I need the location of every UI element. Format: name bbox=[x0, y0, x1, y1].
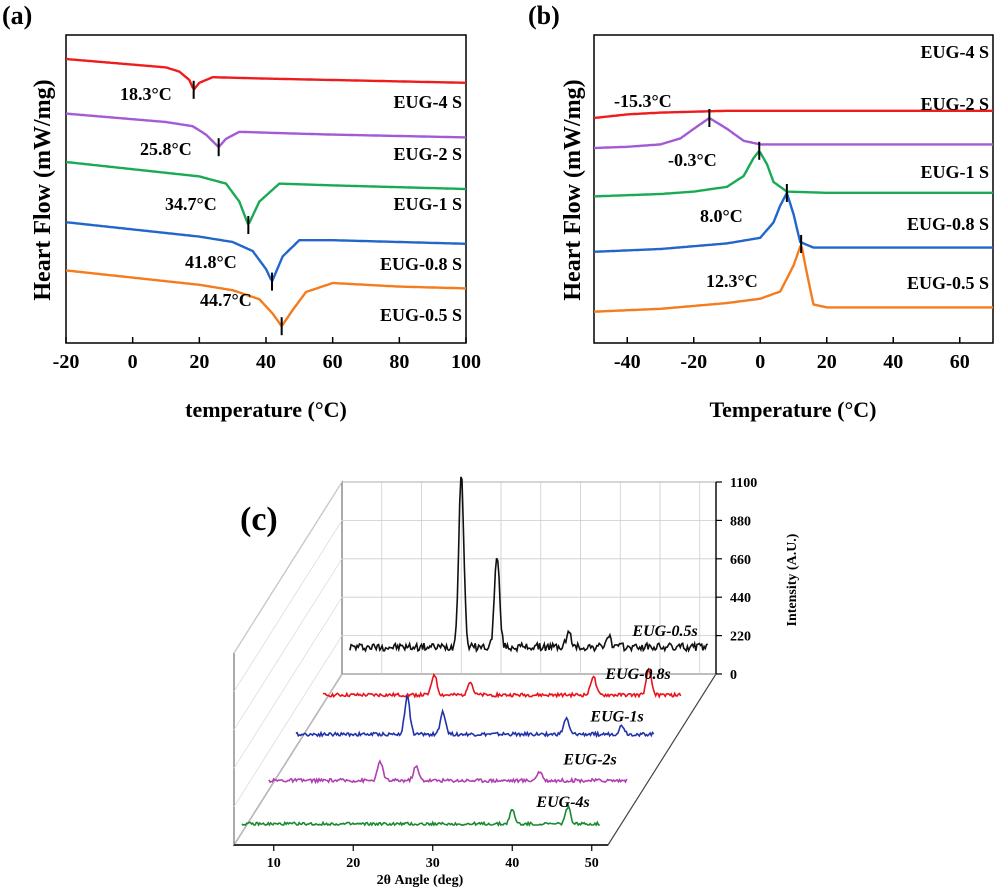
panel-a-label: (a) bbox=[2, 1, 32, 30]
series-label: EUG-4 S bbox=[393, 92, 462, 112]
x-tick-label: 30 bbox=[426, 856, 440, 871]
z-tick-label: 440 bbox=[730, 591, 751, 606]
grid-line bbox=[233, 635, 343, 807]
peak-label: 25.8°C bbox=[140, 139, 192, 159]
z-tick-label: 660 bbox=[730, 553, 751, 568]
x-tick-label: 100 bbox=[451, 351, 481, 373]
grid-line bbox=[233, 673, 343, 846]
series-line-eug-0.5-s bbox=[593, 245, 993, 313]
z-tick-label: 880 bbox=[730, 514, 751, 529]
panel-b-xlabel: Temperature (°C) bbox=[709, 397, 876, 422]
series-label: EUG-0.8 S bbox=[380, 254, 462, 274]
grid-line bbox=[233, 481, 343, 654]
xrd-series-eug-4s bbox=[241, 804, 600, 827]
x-tick-label: 0 bbox=[755, 351, 765, 373]
peak-label: -0.3°C bbox=[668, 150, 717, 170]
panel-c-label: (c) bbox=[240, 501, 278, 538]
series-line-eug-4-s bbox=[593, 109, 993, 120]
xrd-series-eug-1s bbox=[295, 694, 655, 739]
series-label: EUG-2 S bbox=[393, 144, 462, 164]
series-label: EUG-0.5 S bbox=[907, 273, 989, 293]
peak-label: -15.3°C bbox=[614, 91, 672, 111]
series-label: EUG-0.8s bbox=[604, 666, 670, 683]
series-label: EUG-4 S bbox=[920, 42, 989, 62]
x-tick-label: 40 bbox=[505, 856, 519, 871]
z-tick-label: 0 bbox=[730, 668, 737, 683]
panel-b-label: (b) bbox=[528, 1, 560, 30]
panel-c: (c) 2θ Angle (deg) Intensity (A.U.) 0 220… bbox=[232, 476, 800, 888]
plot-frame bbox=[593, 34, 994, 344]
series-line-eug-1-s bbox=[593, 150, 993, 198]
peak-label: 34.7°C bbox=[165, 194, 217, 214]
x-tick-label: 50 bbox=[585, 856, 599, 871]
series-label: EUG-2s bbox=[562, 751, 616, 768]
grid-line bbox=[233, 558, 343, 731]
series-label: EUG-1s bbox=[589, 709, 643, 726]
x-tick-label: 0 bbox=[128, 351, 138, 373]
x-tick-label: 10 bbox=[267, 856, 281, 871]
series-line-eug-1-s bbox=[65, 160, 466, 225]
series-line-eug-0.5-s bbox=[65, 269, 466, 327]
peak-label: 41.8°C bbox=[185, 252, 237, 272]
x-tick-label: 20 bbox=[346, 856, 360, 871]
series-label: EUG-0.5 S bbox=[380, 305, 462, 325]
series-label: EUG-4s bbox=[535, 794, 589, 811]
series-label: EUG-2 S bbox=[920, 94, 989, 114]
panel-a-ylabel: Heart Flow (mW/mg) bbox=[30, 79, 56, 300]
panel-a: (a) Heart Flow (mW/mg) temperature (°C) … bbox=[2, 1, 481, 422]
peak-label: 12.3°C bbox=[706, 271, 758, 291]
series-line-eug-2-s bbox=[593, 117, 993, 150]
panel-a-xlabel: temperature (°C) bbox=[185, 397, 347, 422]
grid-line bbox=[233, 596, 343, 769]
x-tick-label: -40 bbox=[614, 351, 641, 373]
x-tick-label: 20 bbox=[189, 351, 209, 373]
x-tick-label: 80 bbox=[389, 351, 409, 373]
z-tick-label: 1100 bbox=[730, 476, 757, 491]
xrd-series-eug-2s bbox=[268, 759, 628, 785]
z-tick-label: 220 bbox=[730, 630, 751, 645]
series-line-eug-0.8-s bbox=[593, 189, 993, 253]
x-tick-label: 60 bbox=[323, 351, 343, 373]
x-tick-label: -20 bbox=[680, 351, 707, 373]
series-label: EUG-1 S bbox=[920, 162, 989, 182]
panel-c-xlabel: 2θ Angle (deg) bbox=[377, 873, 464, 888]
peak-label: 8.0°C bbox=[700, 206, 743, 226]
x-tick-label: 40 bbox=[883, 351, 903, 373]
peak-label: 44.7°C bbox=[200, 290, 252, 310]
grid-line bbox=[233, 520, 343, 692]
series-line-eug-4-s bbox=[65, 57, 466, 91]
panel-c-zlabel: Intensity (A.U.) bbox=[785, 533, 800, 626]
series-line-eug-0.8-s bbox=[65, 221, 466, 282]
x-tick-label: 40 bbox=[256, 351, 276, 373]
panel-b: (b) Heart Flow (mW/mg) Temperature (°C) … bbox=[528, 1, 994, 422]
peak-label: 18.3°C bbox=[120, 84, 172, 104]
x-tick-label: 20 bbox=[817, 351, 837, 373]
series-line-eug-2-s bbox=[65, 112, 466, 148]
xrd-series-eug-0.5s bbox=[349, 476, 709, 654]
series-label: EUG-0.5s bbox=[631, 623, 697, 640]
series-label: EUG-1 S bbox=[393, 194, 462, 214]
series-label: EUG-0.8 S bbox=[907, 214, 989, 234]
panel-b-ylabel: Heart Flow (mW/mg) bbox=[560, 79, 586, 300]
xrd-series-eug-0.8s bbox=[322, 667, 682, 699]
x-tick-label: 60 bbox=[950, 351, 970, 373]
x-tick-label: -20 bbox=[53, 351, 80, 373]
